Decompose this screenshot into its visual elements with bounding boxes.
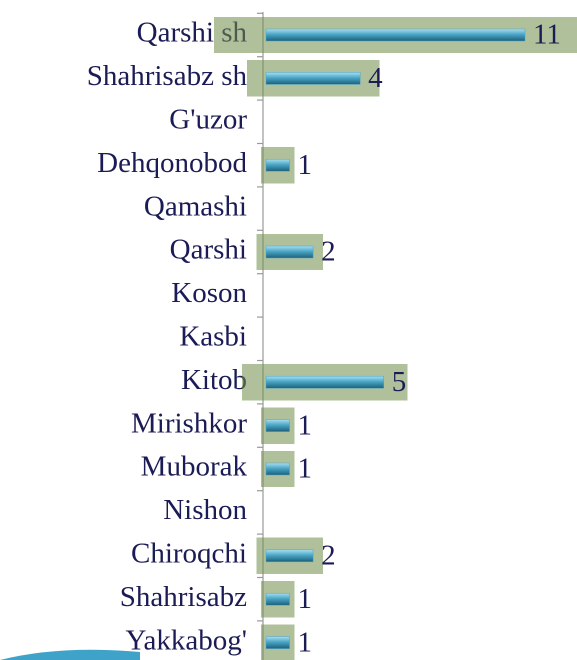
bar bbox=[265, 375, 384, 389]
value-label: 1 bbox=[298, 453, 313, 485]
category-label: Kitob bbox=[181, 364, 247, 396]
value-label: 1 bbox=[298, 583, 313, 615]
category-label: Qarshi sh bbox=[137, 17, 248, 49]
bar bbox=[265, 245, 314, 259]
bar bbox=[265, 28, 526, 42]
value-label: 5 bbox=[392, 366, 407, 398]
category-label: Muborak bbox=[141, 451, 248, 483]
value-label: 1 bbox=[298, 149, 313, 181]
bar bbox=[265, 158, 290, 172]
value-label: 1 bbox=[298, 409, 313, 441]
value-label: 1 bbox=[298, 626, 313, 658]
category-label: Shahrisabz sh bbox=[87, 60, 248, 92]
bar bbox=[265, 72, 361, 85]
value-label: 4 bbox=[368, 62, 383, 94]
value-label: 11 bbox=[533, 19, 561, 51]
category-label: Yakkabog' bbox=[125, 624, 247, 656]
bar bbox=[265, 462, 290, 476]
category-label: Koson bbox=[171, 277, 247, 309]
category-label: Shahrisabz bbox=[120, 581, 247, 613]
category-label: Dehqonobod bbox=[97, 147, 247, 179]
category-label: Nishon bbox=[163, 494, 247, 526]
decoration bbox=[0, 649, 140, 660]
bar bbox=[265, 636, 290, 649]
category-label: Kasbi bbox=[179, 320, 247, 352]
bar bbox=[265, 592, 290, 606]
category-label: Chiroqchi bbox=[131, 537, 247, 569]
category-label: G'uzor bbox=[169, 103, 247, 135]
category-label: Qarshi bbox=[170, 234, 247, 266]
value-label: 2 bbox=[321, 539, 336, 571]
value-label: 2 bbox=[321, 236, 336, 268]
bar bbox=[265, 549, 314, 563]
category-label: Mirishkor bbox=[131, 407, 247, 439]
category-label: Qamashi bbox=[144, 190, 247, 222]
bar bbox=[265, 419, 290, 432]
